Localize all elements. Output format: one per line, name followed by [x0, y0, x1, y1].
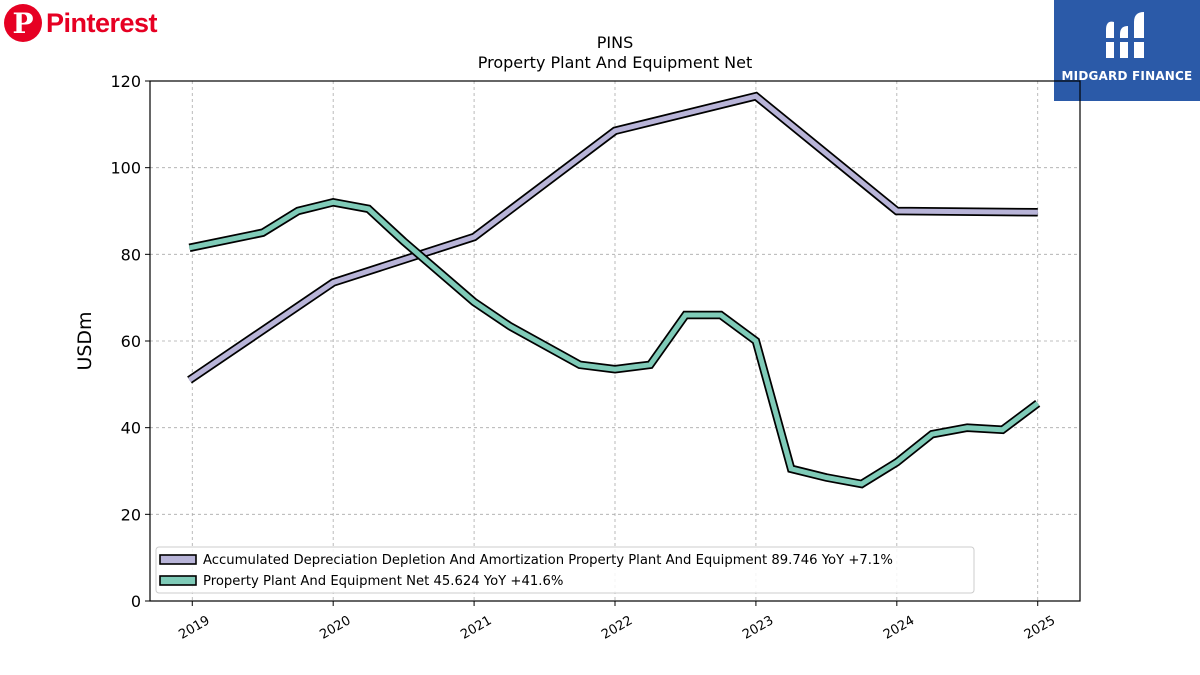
- chart-title: PINS: [597, 33, 634, 52]
- y-tick-label: 0: [131, 592, 141, 611]
- data-point: [931, 433, 933, 435]
- data-point: [755, 340, 757, 342]
- series-line: [188, 93, 1038, 383]
- data-point: [825, 476, 827, 479]
- x-tick-label: 2024: [881, 613, 917, 643]
- data-point: [790, 468, 792, 470]
- data-point: [684, 314, 687, 316]
- x-tick-label: 2023: [740, 613, 776, 643]
- series-1: [187, 91, 1039, 384]
- data-point: [403, 240, 405, 242]
- x-tick-label: 2025: [1022, 613, 1058, 643]
- x-tick-label: 2022: [599, 613, 635, 643]
- x-tick-label: 2020: [317, 613, 353, 643]
- legend-box: [155, 546, 975, 594]
- y-tick-label: 80: [121, 245, 141, 264]
- data-point: [1037, 402, 1039, 404]
- data-point: [614, 368, 616, 370]
- data-point: [332, 281, 334, 284]
- data-point: [188, 247, 191, 249]
- y-axis-label: USDm: [74, 311, 96, 370]
- series-lines: [187, 91, 1041, 489]
- legend: Accumulated Depreciation Depletion And A…: [155, 546, 975, 594]
- legend-swatch: [159, 575, 197, 586]
- data-point: [367, 208, 370, 210]
- data-point: [332, 201, 334, 203]
- y-tick-label: 100: [110, 159, 141, 178]
- midgard-wordmark: MIDGARD FINANCE: [1061, 69, 1193, 83]
- data-point: [579, 364, 581, 366]
- data-point: [860, 483, 863, 485]
- x-axis-ticks: 2019 2020 2021 2022 2023 2024 2025: [176, 601, 1058, 643]
- data-point: [1037, 211, 1039, 213]
- legend-label: Property Plant And Equipment Net 45.624 …: [203, 574, 563, 589]
- data-point: [755, 95, 757, 97]
- x-tick-label: 2019: [176, 613, 212, 643]
- data-point: [614, 130, 616, 132]
- series-line: [188, 199, 1040, 487]
- series-2: [188, 197, 1041, 489]
- y-tick-label: 20: [121, 505, 141, 524]
- data-point: [896, 210, 898, 212]
- chart-subtitle: Property Plant And Equipment Net: [478, 53, 753, 72]
- data-point: [966, 427, 968, 429]
- midgard-finance-logo: MIDGARD FINANCE: [1054, 0, 1200, 101]
- legend-item: Property Plant And Equipment Net 45.624 …: [159, 574, 563, 589]
- data-point: [649, 364, 651, 366]
- data-point: [188, 379, 191, 381]
- legend-item: Accumulated Depreciation Depletion And A…: [159, 553, 893, 568]
- x-tick-label: 2021: [458, 613, 494, 643]
- pinterest-logo: P Pinterest: [4, 4, 158, 42]
- data-point: [262, 232, 264, 234]
- legend-label: Accumulated Depreciation Depletion And A…: [203, 553, 893, 568]
- pinterest-logo-icon: P: [4, 4, 42, 42]
- data-point: [720, 314, 722, 316]
- grid: [150, 80, 1080, 602]
- y-axis-ticks: 0 20 40 60 80 100 120: [110, 72, 150, 611]
- series-line-outline: [187, 91, 1038, 384]
- data-point: [297, 210, 299, 212]
- y-tick-label: 60: [121, 332, 141, 351]
- midgard-logo-icon: [1104, 12, 1148, 58]
- pinterest-wordmark: Pinterest: [46, 7, 158, 38]
- y-tick-label: 120: [110, 72, 141, 91]
- data-point: [896, 461, 898, 463]
- legend-swatch: [159, 554, 197, 565]
- y-tick-label: 40: [121, 419, 141, 438]
- data-point: [508, 325, 510, 327]
- data-point: [473, 301, 475, 303]
- data-point: [473, 236, 475, 238]
- data-point: [1001, 429, 1004, 431]
- series-line-outline: [188, 197, 1041, 489]
